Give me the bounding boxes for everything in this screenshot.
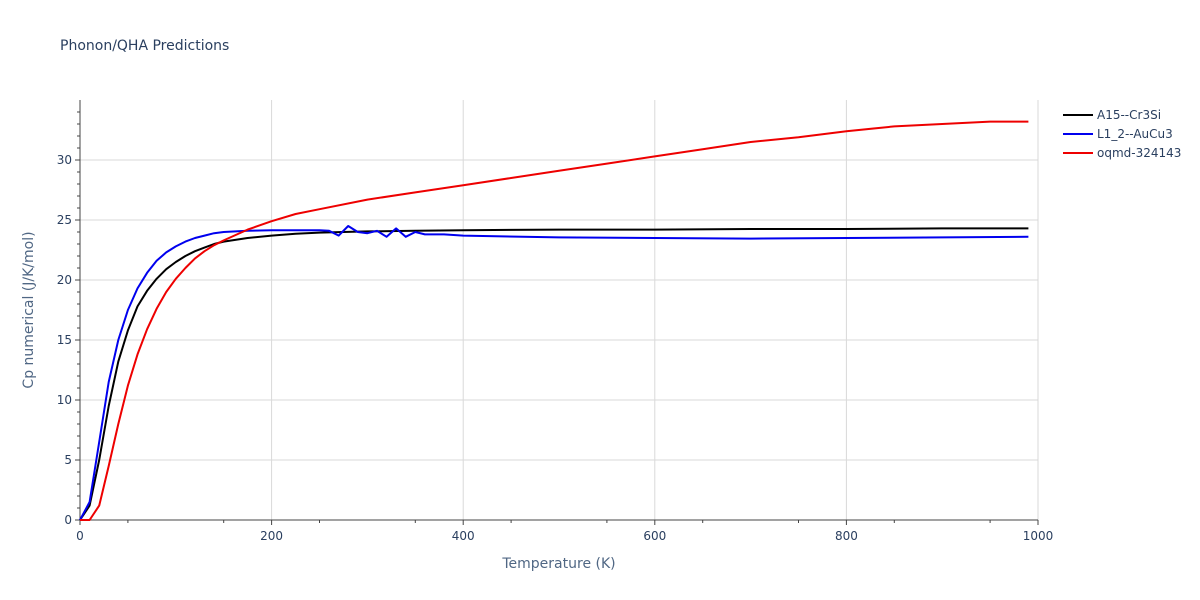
x-axis-ticks: 0 200 400 600 800 1000 [76,520,1053,543]
y-axis-ticks: 0 5 10 15 20 25 30 [57,111,80,527]
x-tick-label: 400 [452,529,475,543]
legend-item[interactable]: oqmd-324143 [1063,146,1181,160]
legend[interactable]: A15--Cr3Si L1_2--AuCu3 oqmd-324143 [1063,108,1181,160]
x-tick-label: 800 [835,529,858,543]
x-tick-label: 1000 [1023,529,1054,543]
series-line-oqmd-324143 [80,120,1029,521]
y-tick-label: 10 [57,393,72,407]
y-tick-label: 0 [64,513,72,527]
grid [80,100,1039,520]
legend-item[interactable]: A15--Cr3Si [1063,108,1161,122]
legend-item[interactable]: L1_2--AuCu3 [1063,127,1173,141]
axes [79,100,1038,521]
series-line-L1_2--AuCu3 [79,225,1029,521]
y-tick-label: 25 [57,213,72,227]
y-tick-label: 30 [57,153,72,167]
x-tick-label: 0 [76,529,84,543]
x-axis-label: Temperature (K) [501,556,615,572]
y-tick-label: 5 [64,453,72,467]
y-tick-label: 15 [57,333,72,347]
x-tick-label: 600 [643,529,666,543]
y-axis-label: Cp numerical (J/K/mol) [21,231,37,388]
legend-label: L1_2--AuCu3 [1097,127,1173,141]
y-tick-label: 20 [57,273,72,287]
legend-label: A15--Cr3Si [1097,108,1161,122]
chart-title: Phonon/QHA Predictions [60,38,229,54]
legend-label: oqmd-324143 [1097,146,1181,160]
x-tick-label: 200 [260,529,283,543]
series-group [79,120,1029,521]
series-line-A15--Cr3Si [79,227,1029,521]
